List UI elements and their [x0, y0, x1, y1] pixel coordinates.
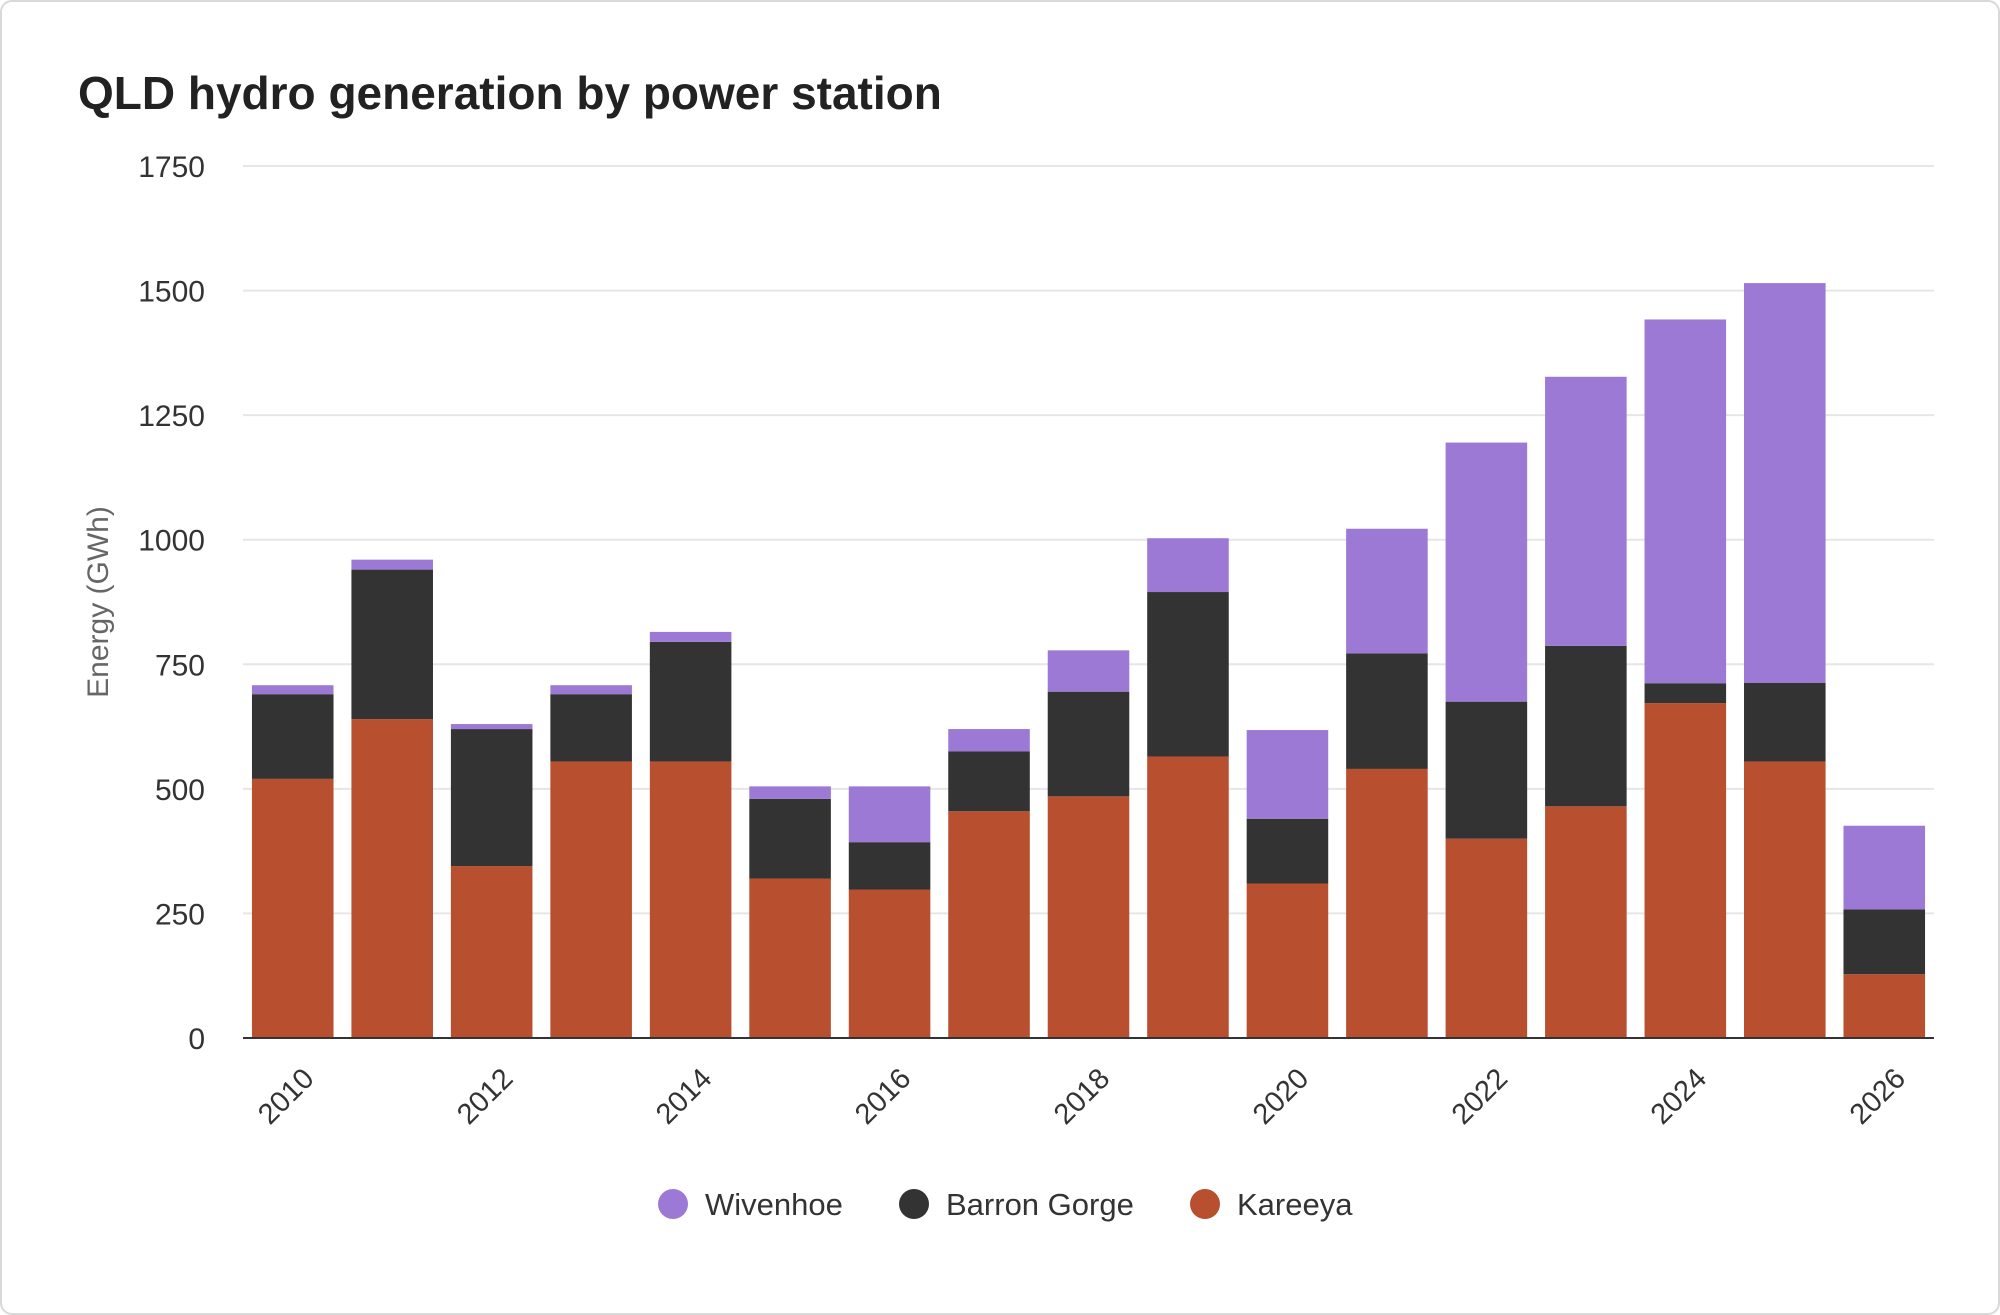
bar-wivenhoe-2019: [1147, 538, 1229, 593]
bar-wivenhoe-2022: [1445, 442, 1528, 702]
bar-barron-gorge-2017: [948, 751, 1030, 812]
legend-label-wivenhoe[interactable]: Wivenhoe: [705, 1187, 843, 1222]
bar-barron-gorge-2025: [1744, 682, 1826, 762]
y-tick-label: 1500: [138, 276, 205, 309]
bar-wivenhoe-2010: [251, 685, 334, 695]
bar-kareeya-2025: [1744, 761, 1826, 1038]
bar-kareeya-2012: [450, 866, 533, 1038]
bar-kareeya-2015: [749, 878, 831, 1038]
bar-barron-gorge-2014: [649, 641, 732, 762]
y-tick-label: 1750: [138, 151, 205, 184]
bar-barron-gorge-2022: [1445, 701, 1528, 839]
bar-barron-gorge-2013: [550, 694, 632, 762]
legend: Wivenhoe Barron Gorge Kareeya: [658, 1187, 1353, 1222]
bar-kareeya-2016: [848, 889, 931, 1038]
bar-wivenhoe-2024: [1644, 319, 1727, 684]
bar-wivenhoe-2011: [351, 559, 433, 570]
legend-marker-wivenhoe: [658, 1189, 688, 1219]
bar-wivenhoe-2021: [1346, 528, 1428, 654]
x-tick-label: 2022: [1446, 1063, 1514, 1131]
legend-marker-kareeya: [1190, 1189, 1220, 1219]
bar-wivenhoe-2026: [1843, 825, 1926, 910]
legend-marker-barron-gorge: [899, 1189, 929, 1219]
bar-wivenhoe-2017: [948, 729, 1030, 752]
bars: [251, 283, 1926, 1038]
x-tick-label: 2020: [1247, 1063, 1315, 1131]
y-tick-label: 250: [155, 898, 205, 931]
bar-wivenhoe-2025: [1744, 283, 1826, 683]
y-tick-label: 1000: [138, 525, 205, 558]
bar-kareeya-2026: [1843, 974, 1926, 1038]
chart-title: QLD hydro generation by power station: [78, 67, 942, 119]
legend-label-kareeya[interactable]: Kareeya: [1237, 1187, 1353, 1222]
bar-kareeya-2023: [1545, 806, 1627, 1038]
bar-kareeya-2021: [1346, 768, 1428, 1038]
bar-wivenhoe-2013: [550, 685, 632, 695]
bar-kareeya-2013: [550, 761, 632, 1038]
y-tick-label: 500: [155, 774, 205, 807]
x-tick-label: 2016: [849, 1063, 917, 1131]
y-tick-label: 750: [155, 649, 205, 682]
bar-kareeya-2017: [948, 811, 1030, 1038]
x-tick-label: 2010: [252, 1063, 320, 1131]
bar-wivenhoe-2020: [1246, 730, 1329, 819]
x-tick-label: 2012: [451, 1063, 519, 1131]
bar-wivenhoe-2016: [848, 786, 931, 843]
bar-barron-gorge-2016: [848, 842, 931, 890]
bar-kareeya-2010: [251, 778, 334, 1038]
bar-kareeya-2024: [1644, 703, 1727, 1038]
y-axis-ticks: 0 250 500 750 1000 1250 1500 1750: [138, 151, 205, 1056]
bar-wivenhoe-2018: [1047, 650, 1130, 692]
bar-kareeya-2019: [1147, 756, 1229, 1038]
bar-barron-gorge-2026: [1843, 909, 1926, 975]
bar-barron-gorge-2018: [1047, 691, 1130, 797]
bar-kareeya-2020: [1246, 883, 1329, 1038]
bar-barron-gorge-2020: [1246, 818, 1329, 884]
bar-barron-gorge-2010: [251, 694, 334, 779]
bar-barron-gorge-2012: [450, 729, 533, 867]
bar-barron-gorge-2024: [1644, 683, 1727, 704]
bar-kareeya-2018: [1047, 796, 1130, 1038]
x-tick-label: 2018: [1048, 1063, 1116, 1131]
bar-wivenhoe-2014: [649, 631, 732, 642]
bar-wivenhoe-2012: [450, 724, 533, 730]
x-tick-label: 2026: [1844, 1063, 1912, 1131]
legend-label-barron-gorge[interactable]: Barron Gorge: [946, 1187, 1134, 1222]
bar-barron-gorge-2015: [749, 798, 831, 879]
bar-wivenhoe-2023: [1545, 376, 1627, 646]
bar-barron-gorge-2011: [351, 569, 433, 720]
bar-wivenhoe-2015: [749, 786, 831, 799]
bar-kareeya-2022: [1445, 838, 1528, 1038]
bar-kareeya-2014: [649, 761, 732, 1038]
y-axis-label: Energy (GWh): [82, 506, 115, 698]
y-tick-label: 1250: [138, 400, 205, 433]
bar-barron-gorge-2019: [1147, 592, 1229, 757]
bar-barron-gorge-2023: [1545, 645, 1627, 807]
bar-kareeya-2011: [351, 719, 433, 1038]
x-tick-label: 2024: [1645, 1063, 1713, 1131]
bar-barron-gorge-2021: [1346, 653, 1428, 769]
x-axis-ticks: 2010 2012 2014 2016 2018 2020 2022 2024 2026: [252, 1063, 1912, 1131]
x-tick-label: 2014: [650, 1063, 718, 1131]
y-tick-label: 0: [188, 1023, 205, 1056]
